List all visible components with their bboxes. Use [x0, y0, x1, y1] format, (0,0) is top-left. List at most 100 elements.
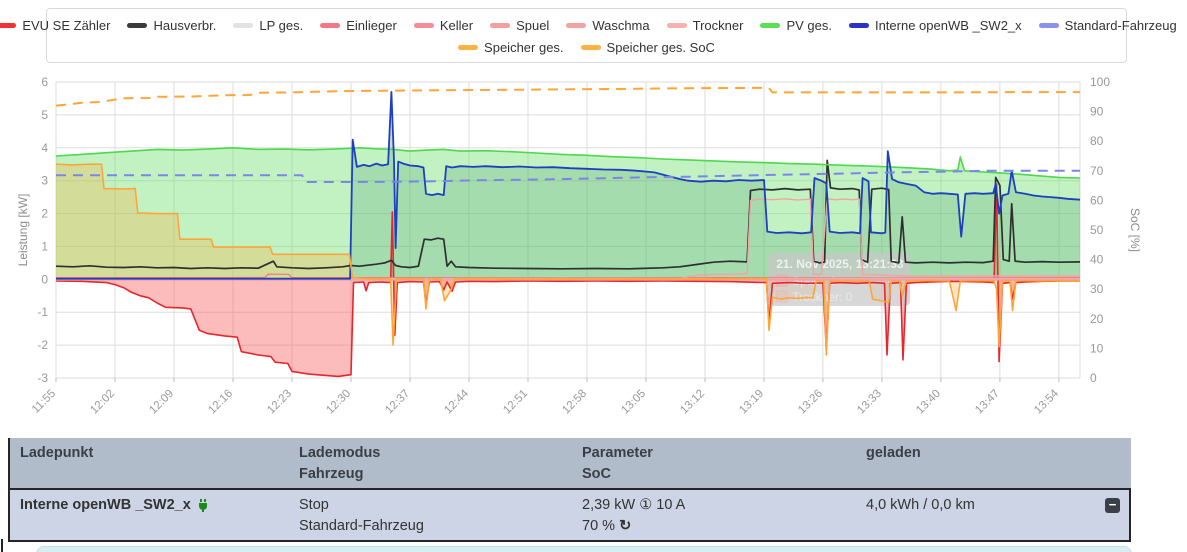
legend-row-1: EVU SE Zähler Hausverbr. LP ges. Einlieger K… [0, 14, 1177, 36]
svg-text:13:33: 13:33 [855, 388, 884, 417]
vehicle-panel-strip[interactable] [36, 546, 1132, 552]
svg-text:40: 40 [1090, 253, 1104, 267]
svg-text:5: 5 [41, 108, 48, 122]
header-fahrzeug: Fahrzeug [299, 466, 364, 482]
legend-item-speicher-ges-[interactable]: Speicher ges. [458, 40, 564, 55]
legend-swatch [566, 22, 587, 28]
svg-text:Leistung [kW]: Leistung [kW] [16, 194, 30, 267]
phase-count-icon: ① [639, 497, 653, 513]
soc-value: 70 % ↻ [582, 516, 866, 537]
svg-text:4: 4 [41, 141, 48, 155]
header-parameter: Parameter [582, 445, 653, 461]
series-Interne openWB _SW2_x [56, 90, 1081, 280]
header-soc: SoC [582, 466, 611, 482]
legend-item-speicher-ges-soc[interactable]: Speicher ges. SoC [580, 40, 715, 55]
svg-text:0: 0 [41, 272, 48, 286]
svg-text:-3: -3 [37, 371, 48, 385]
series-Speicher ges. [55, 163, 1081, 356]
vehicle-name: Standard-Fahrzeug [299, 518, 424, 534]
panel-edge-line [1, 539, 3, 552]
svg-text:50: 50 [1090, 223, 1104, 237]
charge-current: 10 A [656, 497, 686, 513]
legend-item-pv-ges-[interactable]: PV ges. [760, 18, 832, 33]
svg-text:30: 30 [1090, 282, 1104, 296]
table-header: Ladepunkt Lademodus Fahrzeug Parameter S… [10, 438, 1131, 488]
svg-text:13:12: 13:12 [678, 388, 707, 417]
svg-text:-1: -1 [37, 305, 48, 319]
svg-text:21. Nov 2025, 13:21:33: 21. Nov 2025, 13:21:33 [776, 257, 904, 271]
header-geladen: geladen [866, 445, 921, 461]
collapse-button[interactable]: − [1105, 498, 1120, 513]
svg-text:3: 3 [41, 174, 48, 188]
svg-text:12:51: 12:51 [501, 388, 530, 417]
svg-text:60: 60 [1090, 193, 1104, 207]
charge-point-row[interactable]: Interne openWB _SW2_x Stop Standard-Fahr… [10, 488, 1131, 542]
charge-point-table: Ladepunkt Lademodus Fahrzeug Parameter S… [8, 438, 1131, 542]
legend-item-lp-ges-[interactable]: LP ges. [233, 18, 303, 33]
charge-power: 2,39 kW [582, 497, 636, 513]
series-Einlieger [56, 273, 1081, 279]
svg-text:70: 70 [1090, 164, 1104, 178]
legend-swatch [0, 22, 17, 28]
svg-text:13:05: 13:05 [619, 388, 648, 417]
svg-text:SoC [%]: SoC [%] [1128, 208, 1142, 252]
legend-swatch [127, 22, 148, 28]
legend-item-hausverbr-[interactable]: Hausverbr. [127, 18, 216, 33]
svg-text:20: 20 [1090, 312, 1104, 326]
parameter-value: 2,39 kW ① 10 A [582, 495, 866, 516]
legend-swatch [233, 22, 254, 28]
series-Waschma [56, 198, 1080, 281]
legend-item-spuel[interactable]: Spuel [490, 18, 549, 33]
header-ladepunkt: Ladepunkt [20, 445, 94, 461]
legend-item-keller[interactable]: Keller [413, 18, 473, 33]
series-EVU SE Zähler [55, 183, 1080, 378]
svg-text:12:09: 12:09 [147, 388, 176, 417]
svg-text:12:23: 12:23 [265, 388, 294, 417]
charge-point-name: Interne openWB _SW2_x [20, 497, 191, 513]
svg-text:11:55: 11:55 [30, 388, 58, 416]
legend-row-2: Speicher ges. Speicher ges. SoC [55, 36, 1118, 58]
plug-icon [198, 498, 207, 512]
legend-swatch [458, 44, 479, 50]
legend-item-interne-openwb-sw2-x[interactable]: Interne openWB _SW2_x [848, 18, 1022, 33]
svg-text:100: 100 [1090, 76, 1110, 89]
svg-text:0: 0 [1090, 371, 1097, 385]
legend-item-waschma[interactable]: Waschma [566, 18, 650, 33]
power-chart[interactable]: 6 5 4 3 2 1 0 -1 -2 -3 100 90 80 70 60 50 40 30 20 10 0 11:55… [0, 75, 1150, 428]
legend-swatch [490, 22, 511, 28]
svg-text:13:26: 13:26 [796, 388, 825, 417]
area-Speicher ges. [56, 164, 1080, 355]
vehicle-soc: 70 % [582, 518, 616, 534]
legend-swatch [760, 22, 781, 28]
svg-text:13:40: 13:40 [914, 388, 943, 417]
legend-swatch [580, 44, 601, 50]
chart-legend: EVU SE Zähler Hausverbr. LP ges. Einlieger K… [0, 8, 1177, 63]
charged-amount: 4,0 kWh / 0,0 km [866, 497, 975, 513]
charge-mode: Stop [299, 497, 329, 513]
svg-text:1: 1 [41, 239, 48, 253]
svg-text:Trockner: 0: Trockner: 0 [792, 290, 853, 304]
svg-text:12:44: 12:44 [442, 387, 471, 416]
soc-refresh-icon[interactable]: ↻ [619, 518, 632, 534]
svg-text:6: 6 [41, 76, 48, 89]
legend-item-standard-fahrzeug[interactable]: Standard-Fahrzeug [1038, 18, 1177, 33]
series-Standard-Fahrzeug [56, 169, 1080, 183]
svg-text:12:30: 12:30 [324, 388, 353, 417]
series-PV ges. [55, 147, 1081, 179]
svg-text:90: 90 [1090, 105, 1104, 119]
legend-item-trockner[interactable]: Trockner [666, 18, 743, 33]
legend-swatch [320, 22, 341, 28]
legend-item-evu-se-z-hler[interactable]: EVU SE Zähler [0, 18, 110, 33]
svg-text:12:02: 12:02 [88, 388, 117, 417]
svg-text:12:58: 12:58 [560, 388, 589, 417]
svg-text:80: 80 [1090, 134, 1104, 148]
svg-text:2: 2 [41, 207, 48, 221]
svg-text:13:19: 13:19 [737, 388, 766, 417]
svg-text:13:54: 13:54 [1032, 387, 1061, 416]
svg-text:10: 10 [1090, 341, 1104, 355]
legend-swatch [666, 22, 687, 28]
legend-swatch [413, 22, 434, 28]
legend-item-einlieger[interactable]: Einlieger [320, 18, 397, 33]
header-lademodus: Lademodus [299, 445, 381, 461]
svg-text:-2: -2 [37, 338, 48, 352]
